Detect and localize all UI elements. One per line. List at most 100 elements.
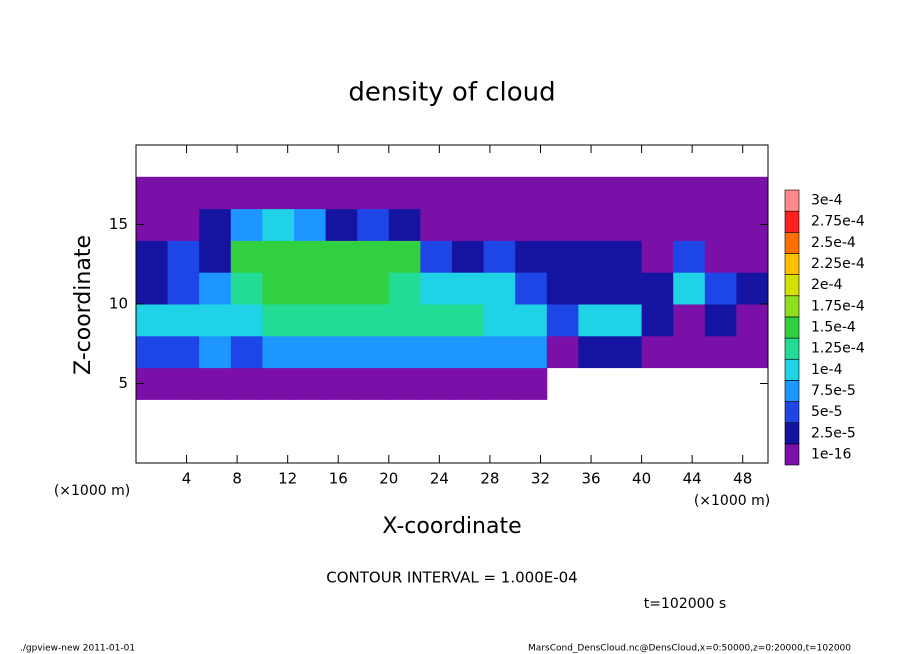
- colorbar-label: 1e-4: [811, 362, 843, 378]
- cell: [294, 272, 327, 305]
- cell: [641, 240, 674, 273]
- cell: [136, 304, 169, 337]
- cell: [230, 208, 263, 241]
- cell: [357, 367, 390, 400]
- cell: [452, 367, 485, 400]
- cell: [704, 208, 737, 241]
- colorbar-box: [784, 422, 800, 445]
- cell: [452, 272, 485, 305]
- cell: [452, 176, 485, 210]
- cell: [230, 367, 263, 400]
- y-tick-label: 10: [109, 295, 128, 313]
- cell: [420, 176, 453, 210]
- cell: [704, 272, 737, 305]
- cell: [167, 272, 200, 305]
- x-tick-label: 24: [430, 470, 449, 488]
- cell: [262, 304, 295, 337]
- cell: [388, 272, 421, 305]
- colorbar-box: [784, 295, 800, 318]
- cell: [294, 367, 327, 400]
- colorbar-label: 1e-16: [811, 446, 851, 462]
- colorbar-label: 1.25e-4: [811, 341, 865, 357]
- cell: [167, 367, 200, 400]
- cell: [673, 272, 706, 305]
- cell: [546, 176, 579, 210]
- cell: [357, 176, 390, 210]
- cell: [325, 335, 358, 369]
- cell: [610, 208, 643, 241]
- colorbar-label: 7.5e-5: [811, 383, 856, 399]
- cell: [641, 304, 674, 337]
- cell: [294, 304, 327, 337]
- cell: [578, 176, 611, 210]
- colorbar-box: [784, 358, 800, 381]
- colorbar-box: [784, 337, 800, 360]
- time-label: t=102000 s: [644, 596, 726, 612]
- cell: [610, 304, 643, 337]
- cell: [483, 272, 516, 305]
- colorbar-box: [784, 316, 800, 339]
- footer-right: MarsCond_DensCloud.nc@DensCloud,x=0:5000…: [528, 644, 851, 654]
- cell: [420, 304, 453, 337]
- x-tick-label: 16: [329, 470, 348, 488]
- cell: [388, 304, 421, 337]
- cell: [610, 272, 643, 305]
- colorbar-label: 5e-5: [811, 404, 842, 420]
- cell: [673, 208, 706, 241]
- cell: [546, 272, 579, 305]
- colorbar-box: [784, 253, 800, 275]
- cell: [704, 335, 737, 369]
- colorbar-label: 3e-4: [811, 193, 843, 209]
- cell: [704, 176, 737, 210]
- x-tick-label: 8: [232, 470, 242, 488]
- cell: [262, 240, 295, 273]
- x-tick-label: 48: [733, 470, 752, 488]
- colorbar-box: [784, 443, 800, 466]
- cell: [262, 272, 295, 305]
- cell: [357, 272, 390, 305]
- cell: [641, 176, 674, 210]
- cell: [199, 272, 232, 305]
- cell: [515, 240, 548, 273]
- y-tick-label: 15: [109, 215, 128, 233]
- footer-left: ./gpview-new 2011-01-01: [20, 644, 135, 654]
- cell: [452, 240, 485, 273]
- cell: [610, 240, 643, 273]
- cell: [325, 367, 358, 400]
- cell: [230, 272, 263, 305]
- cell: [167, 208, 200, 241]
- cell: [167, 304, 200, 337]
- cell: [199, 208, 232, 241]
- cell: [230, 304, 263, 337]
- cell: [515, 304, 548, 337]
- cell: [452, 335, 485, 369]
- cell: [546, 304, 579, 337]
- cell: [483, 304, 516, 337]
- x-tick-label: 44: [683, 470, 702, 488]
- y-axis-label: Z-coordinate: [71, 235, 96, 375]
- cell: [136, 240, 169, 273]
- cell: [294, 176, 327, 210]
- cell: [515, 208, 548, 241]
- cell: [357, 240, 390, 273]
- x-tick-label: 28: [480, 470, 499, 488]
- cell: [262, 335, 295, 369]
- cell: [610, 176, 643, 210]
- cell: [641, 335, 674, 369]
- cell: [294, 240, 327, 273]
- annotation: CONTOUR INTERVAL = 1.000E-04: [326, 569, 577, 587]
- cell: [136, 272, 169, 305]
- x-tick-label: 12: [278, 470, 297, 488]
- cell: [262, 367, 295, 400]
- cell: [452, 304, 485, 337]
- cell: [230, 240, 263, 273]
- cell: [294, 208, 327, 241]
- colorbar-label: 2e-4: [811, 277, 843, 293]
- cell: [420, 367, 453, 400]
- x-axis-label: X-coordinate: [382, 514, 521, 539]
- colorbar-box: [784, 401, 800, 423]
- colorbar-label: 2.5e-4: [811, 235, 856, 251]
- cell: [515, 176, 548, 210]
- x-tick-label: 40: [632, 470, 651, 488]
- cell: [515, 335, 548, 369]
